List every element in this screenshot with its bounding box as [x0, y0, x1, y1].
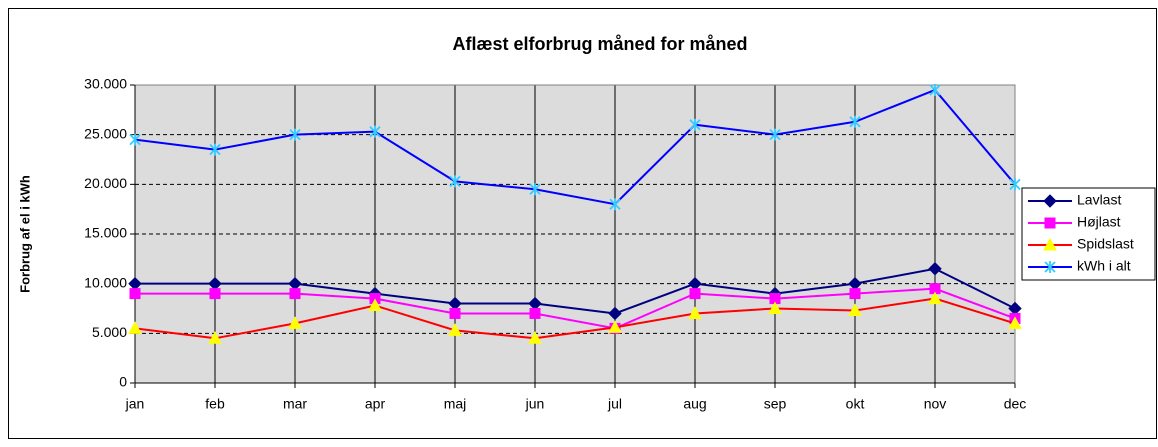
marker — [689, 288, 701, 300]
marker — [849, 115, 861, 128]
marker — [129, 288, 141, 300]
marker — [529, 307, 541, 319]
marker — [449, 175, 461, 188]
x-tick-label: okt — [846, 396, 865, 412]
marker — [929, 83, 941, 96]
marker — [368, 298, 382, 312]
x-tick-label: dec — [1004, 396, 1027, 412]
marker — [608, 306, 622, 321]
x-tick-label: jul — [607, 396, 622, 412]
y-tick-label: 20.000 — [84, 175, 127, 191]
y-tick-label: 0 — [119, 374, 127, 390]
marker — [768, 301, 782, 314]
y-tick-label: 10.000 — [84, 274, 127, 290]
y-tick-label: 25.000 — [84, 125, 127, 141]
x-tick-label: maj — [444, 396, 467, 412]
marker — [288, 316, 302, 329]
marker — [529, 183, 541, 196]
legend-label: Spidslast — [1077, 236, 1134, 252]
legend-marker — [1044, 261, 1056, 273]
marker — [848, 303, 862, 316]
marker — [689, 118, 701, 131]
x-tick-label: aug — [683, 396, 706, 412]
marker — [1008, 316, 1022, 329]
marker — [1009, 178, 1021, 191]
chart-title: Aflæst elforbrug måned for måned — [452, 34, 747, 54]
plot-area — [135, 85, 1015, 383]
legend-marker — [1043, 237, 1057, 251]
marker — [849, 288, 861, 300]
y-tick-label: 5.000 — [92, 324, 127, 340]
series-line — [135, 267, 1016, 315]
marker — [528, 331, 542, 344]
y-tick-label: 15.000 — [84, 225, 127, 241]
legend-label: kWh i alt — [1077, 258, 1131, 274]
x-tick-label: apr — [365, 396, 386, 412]
marker — [608, 320, 622, 333]
marker — [449, 307, 461, 319]
legend-marker — [1043, 194, 1057, 208]
y-tick-label: 30.000 — [84, 76, 127, 92]
legend-label: Højlast — [1077, 214, 1121, 230]
marker — [129, 133, 141, 146]
series-line — [135, 287, 1016, 330]
marker — [209, 143, 221, 156]
marker — [928, 262, 942, 276]
series-line — [134, 297, 1016, 340]
marker — [289, 128, 301, 141]
marker — [609, 198, 621, 211]
marker — [209, 288, 221, 300]
x-tick-label: mar — [283, 396, 307, 412]
marker — [289, 288, 301, 300]
marker — [369, 125, 381, 138]
legend-box — [1021, 187, 1156, 281]
marker — [688, 306, 702, 319]
marker — [928, 291, 942, 305]
x-tick-label: jun — [525, 396, 545, 412]
x-tick-label: jan — [125, 396, 145, 412]
y-axis-label: Forbrug af el i kWh — [17, 175, 32, 293]
x-tick-label: nov — [924, 396, 947, 412]
x-tick-label: feb — [205, 396, 225, 412]
legend-label: Lavlast — [1077, 192, 1121, 208]
x-tick-label: sep — [764, 396, 787, 412]
series-line — [134, 88, 1016, 206]
marker — [208, 331, 222, 344]
legend-marker — [1044, 217, 1056, 229]
marker — [769, 128, 781, 141]
marker — [448, 323, 462, 336]
marker — [128, 321, 142, 334]
